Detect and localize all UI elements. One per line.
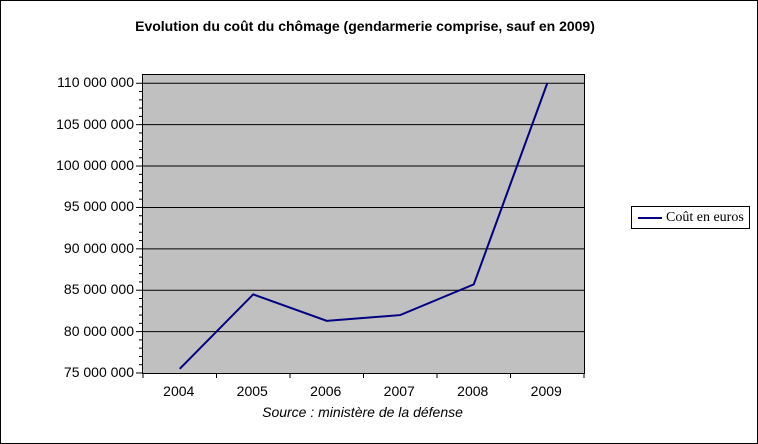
plot-area — [136, 74, 585, 378]
line-chart-canvas — [136, 82, 585, 378]
legend: Coût en euros — [631, 206, 750, 229]
x-tick-label: 2007 — [383, 383, 415, 399]
x-tick-label: 2008 — [457, 383, 489, 399]
legend-line-sample — [638, 216, 662, 219]
x-ticks — [142, 373, 585, 378]
y-tick-label: 90 000 000 — [63, 239, 134, 256]
x-tick-label: 2006 — [310, 383, 342, 399]
y-tick-label: 75 000 000 — [63, 364, 134, 380]
source-caption: Source : ministère de la défense — [262, 404, 463, 420]
y-tick-label: 85 000 000 — [63, 281, 134, 298]
y-major-ticks — [136, 82, 143, 374]
major-gridlines — [143, 82, 584, 333]
chart-title: Evolution du coût du chômage (gendarmeri… — [135, 18, 595, 34]
y-tick-label: 110 000 000 — [57, 74, 134, 91]
x-tick-label: 2004 — [163, 383, 195, 399]
x-tick-label: 2005 — [236, 383, 268, 399]
y-minor-ticks — [139, 91, 143, 366]
y-tick-label: 100 000 000 — [56, 157, 134, 174]
y-tick-label: 105 000 000 — [56, 115, 134, 132]
y-tick-label: 95 000 000 — [63, 198, 134, 215]
y-tick-label: 80 000 000 — [63, 322, 134, 339]
x-tick-label: 2009 — [530, 383, 562, 399]
legend-label: Coût en euros — [666, 209, 744, 225]
series-line-co-t-en-euros — [179, 82, 549, 370]
